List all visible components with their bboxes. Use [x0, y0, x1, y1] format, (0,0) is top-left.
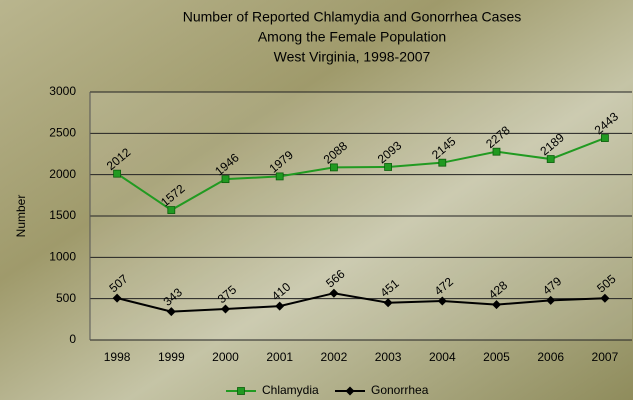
- chart-title: Among the Female Population: [258, 29, 446, 45]
- x-tick-label: 2004: [429, 350, 456, 364]
- point: [438, 158, 447, 167]
- series-line: [116, 292, 605, 313]
- point: [600, 293, 610, 303]
- y-tick-label: 1500: [49, 208, 76, 222]
- point: [601, 134, 609, 142]
- point: [329, 288, 339, 298]
- x-tick-label: 2001: [266, 350, 293, 364]
- legend-marker: [237, 387, 245, 395]
- point: [275, 301, 285, 311]
- y-tick-label: 0: [69, 332, 76, 346]
- point: [329, 163, 338, 172]
- y-tick-label: 2500: [49, 126, 76, 140]
- y-axis-label: Number: [14, 195, 28, 238]
- point: [113, 169, 121, 178]
- point: [221, 175, 230, 184]
- chart-title: West Virginia, 1998-2007: [274, 49, 431, 65]
- chart-title: Number of Reported Chlamydia and Gonorrh…: [183, 9, 522, 25]
- point: [384, 163, 393, 171]
- legend-label: Gonorrhea: [371, 383, 429, 397]
- y-tick-label: 3000: [49, 84, 76, 98]
- point: [166, 307, 176, 317]
- series-line: [116, 137, 606, 212]
- x-tick-label: 2007: [592, 350, 619, 364]
- point: [546, 295, 556, 305]
- point: [275, 172, 284, 181]
- x-tick-label: 1998: [104, 350, 131, 364]
- x-tick-label: 2000: [212, 350, 239, 364]
- y-tick-label: 500: [56, 291, 76, 305]
- x-tick-label: 2006: [537, 350, 564, 364]
- legend-label: Chlamydia: [262, 383, 319, 397]
- point: [221, 304, 230, 314]
- point: [383, 298, 393, 308]
- y-tick-label: 2000: [49, 167, 76, 181]
- y-tick-label: 1000: [49, 250, 76, 264]
- x-tick-label: 2003: [375, 350, 402, 364]
- point: [492, 147, 501, 156]
- point: [437, 296, 447, 306]
- x-tick-label: 2005: [483, 350, 510, 364]
- x-tick-label: 2002: [321, 350, 348, 364]
- point: [546, 155, 555, 163]
- x-tick-label: 1999: [158, 350, 185, 364]
- point: [492, 300, 501, 310]
- point: [112, 293, 122, 303]
- point: [167, 206, 176, 214]
- legend-marker: [345, 386, 355, 396]
